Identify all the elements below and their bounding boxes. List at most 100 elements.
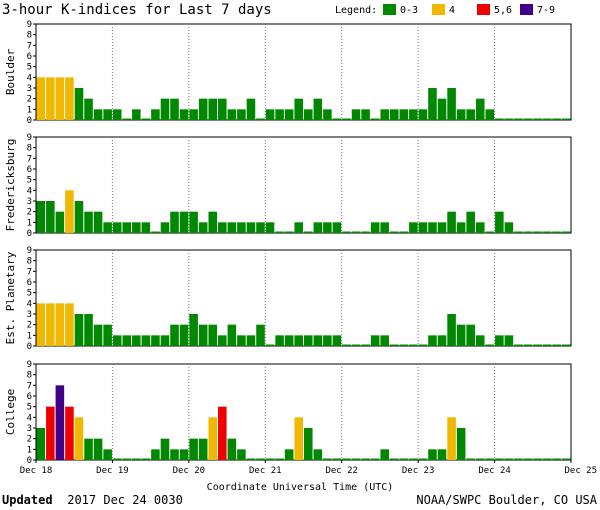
k-bar-zero — [542, 118, 552, 120]
k-bar — [294, 98, 303, 120]
x-tick-label: Dec 24 — [478, 466, 511, 476]
k-bar-zero — [495, 458, 504, 460]
k-bar — [456, 222, 466, 233]
x-axis: Dec 18 Dec 19 Dec 20 Dec 21 Dec 22 Dec 23 Dec … — [20, 460, 597, 476]
k-bar — [93, 211, 103, 233]
y-tick-label: 6 — [27, 52, 32, 62]
k-bar — [151, 449, 160, 460]
k-bar-zero — [246, 458, 256, 460]
k-bar — [103, 109, 112, 120]
k-bar — [93, 438, 103, 460]
k-bar — [170, 324, 179, 346]
k-bar — [74, 417, 84, 460]
k-bar — [323, 109, 332, 120]
k-bar — [399, 109, 409, 120]
k-bar-zero — [323, 458, 332, 460]
legend-swatch-1 — [432, 4, 445, 15]
k-bar-zero — [418, 344, 428, 346]
y-tick-label: 1 — [27, 445, 32, 455]
y-tick-label: 3 — [27, 197, 32, 207]
k-bar — [409, 222, 418, 233]
y-tick-label: 8 — [27, 144, 32, 154]
k-bar — [160, 222, 170, 233]
x-tick-label: Dec 23 — [402, 466, 435, 476]
k-bar-zero — [485, 458, 495, 460]
y-tick-label: 0 — [27, 116, 32, 126]
footer-updated: Updated 2017 Dec 24 0030 — [2, 489, 183, 508]
k-bar — [74, 88, 84, 120]
k-bar — [323, 335, 332, 346]
k-bar — [370, 335, 380, 346]
k-bar-zero — [141, 118, 151, 120]
y-tick-label: 6 — [27, 165, 32, 175]
k-bar-zero — [523, 118, 533, 120]
k-bar — [132, 222, 141, 233]
y-tick-label: 0 — [27, 342, 32, 352]
k-bar-zero — [542, 344, 552, 346]
k-bar — [380, 109, 389, 120]
k-bar — [323, 222, 332, 233]
y-tick-label: 9 — [27, 20, 32, 30]
k-bar-zero — [361, 231, 370, 233]
k-bar-zero — [361, 458, 370, 460]
k-bar-zero — [561, 231, 571, 233]
k-bar — [189, 438, 198, 460]
y-tick-label: 5 — [27, 403, 32, 413]
k-bar — [103, 449, 112, 460]
k-bar-zero — [275, 231, 284, 233]
k-bar — [304, 109, 313, 120]
k-bar-zero — [399, 231, 409, 233]
k-bar-zero — [256, 118, 265, 120]
panel-frame — [35, 249, 572, 347]
panel-label: Boulder — [4, 48, 17, 95]
k-bar — [36, 428, 46, 460]
y-tick-label: 8 — [27, 257, 32, 267]
k-bar — [208, 98, 218, 120]
k-bar — [409, 109, 418, 120]
y-tick-label: 5 — [27, 289, 32, 299]
footer-source: NOAA/SWPC Boulder, CO USA — [416, 493, 597, 507]
legend: Legend: 0-3 4 5,6 7-9 — [335, 4, 555, 16]
k-bar — [122, 335, 132, 346]
k-bar — [313, 335, 323, 346]
k-bar — [294, 222, 303, 233]
k-bar — [84, 211, 93, 233]
k-bar — [189, 109, 198, 120]
y-tick-label: 4 — [27, 73, 32, 83]
k-bar-zero — [542, 231, 552, 233]
k-bar — [103, 324, 112, 346]
x-tick-label: Dec 25 — [564, 466, 597, 476]
k-bar — [189, 211, 198, 233]
k-bar — [456, 109, 466, 120]
y-tick-label: 7 — [27, 381, 32, 391]
legend-item-label: 4 — [449, 5, 455, 16]
k-bar — [495, 335, 504, 346]
k-bar-zero — [265, 458, 275, 460]
y-tick-label: 2 — [27, 435, 32, 445]
k-bar — [495, 211, 504, 233]
panel-label: Fredericksburg — [4, 139, 17, 232]
k-bar — [170, 449, 179, 460]
k-bar — [132, 335, 141, 346]
k-bar-zero — [523, 458, 533, 460]
k-bar — [437, 222, 447, 233]
updated-label: Updated — [2, 493, 53, 507]
k-bar-zero — [389, 458, 399, 460]
k-bar — [151, 109, 160, 120]
k-bar — [84, 314, 93, 346]
k-bar — [208, 211, 218, 233]
legend-swatch-0 — [383, 4, 396, 15]
k-bar-zero — [389, 344, 399, 346]
k-bar — [428, 222, 437, 233]
legend-item-label: 5,6 — [494, 5, 512, 16]
k-bar-zero — [265, 344, 275, 346]
k-bar — [466, 211, 475, 233]
k-bar — [227, 324, 237, 346]
k-bar-zero — [122, 118, 132, 120]
k-bar-zero — [475, 458, 485, 460]
k-bar — [170, 211, 179, 233]
k-bar — [189, 314, 198, 346]
k-bar — [141, 222, 151, 233]
